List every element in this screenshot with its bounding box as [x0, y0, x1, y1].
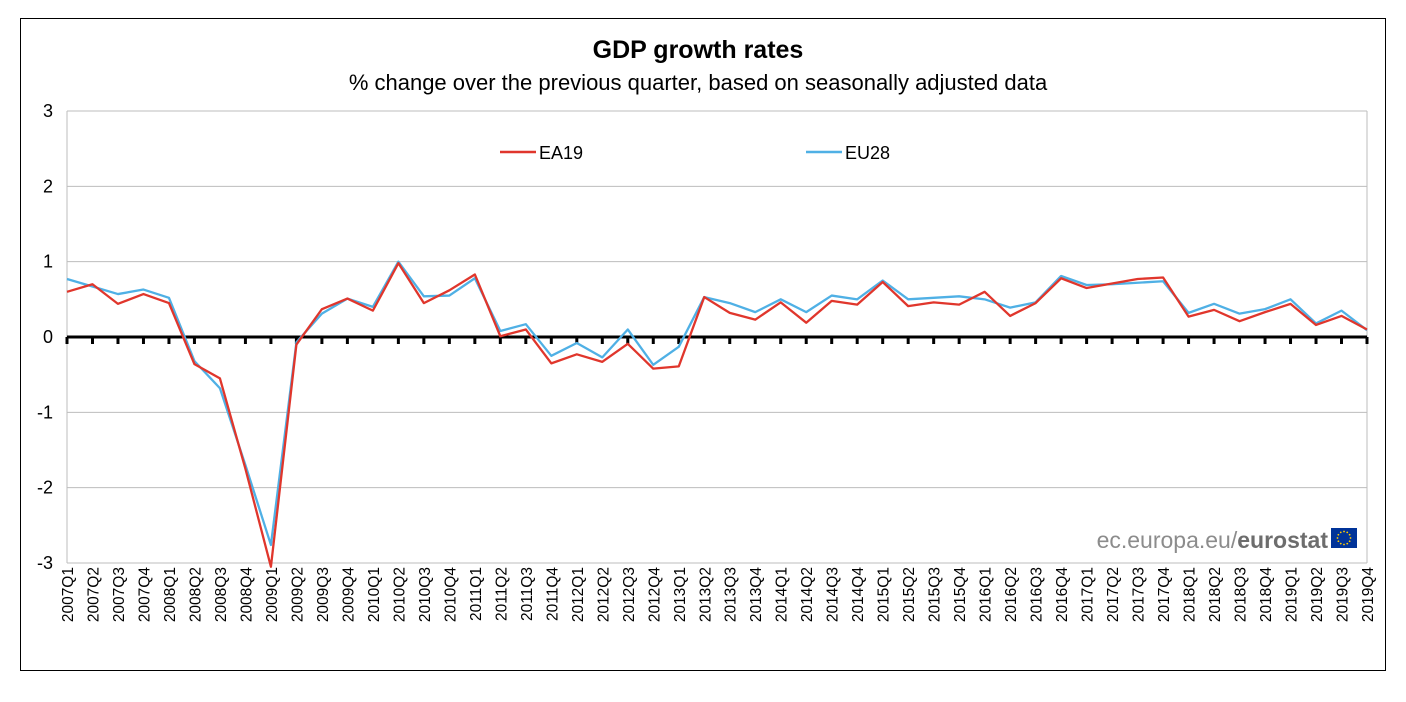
x-tick-label: 2016Q1 — [978, 567, 995, 622]
x-tick-label: 2011Q1 — [468, 567, 485, 621]
x-tick-label: 2012Q2 — [595, 567, 612, 622]
x-tick-label: 2007Q1 — [60, 567, 77, 622]
x-tick-label: 2013Q2 — [697, 567, 714, 622]
y-tick-label: -2 — [37, 478, 53, 498]
flag-star — [1336, 537, 1339, 539]
flag-star — [1346, 531, 1349, 534]
x-tick-label: 2017Q3 — [1131, 567, 1148, 622]
x-tick-label: 2014Q2 — [799, 567, 816, 622]
x-tick-label: 2010Q4 — [442, 567, 459, 623]
series-line-eu28 — [66, 260, 1368, 547]
x-tick-label: 2017Q2 — [1105, 567, 1122, 622]
flag-star — [1337, 533, 1340, 536]
brand-name: eurostat — [1237, 527, 1328, 553]
flag-star — [1348, 540, 1351, 543]
x-tick-label: 2019Q4 — [1360, 567, 1377, 623]
x-tick-label: 2010Q2 — [391, 567, 408, 622]
gdp-line-chart: GDP growth rates % change over the previ… — [37, 36, 1377, 623]
eu-flag-icon — [1331, 528, 1357, 548]
flag-star — [1339, 542, 1342, 545]
x-tick-label: 2009Q4 — [340, 567, 357, 623]
eurostat-branding: ec.europa.eu/eurostat — [1097, 527, 1357, 553]
legend: EA19 EU28 — [500, 143, 890, 163]
x-tick-label: 2019Q3 — [1335, 567, 1352, 622]
x-tick-label: 2011Q2 — [493, 567, 510, 621]
brand-site: ec.europa.eu/ — [1097, 527, 1238, 553]
x-tick-label: 2015Q2 — [901, 567, 918, 622]
y-axis-ticks: 3 2 1 0 -1 -2 -3 — [37, 101, 53, 573]
legend-label-ea19: EA19 — [539, 143, 583, 163]
x-tick-label: 2016Q3 — [1029, 567, 1046, 622]
x-tick-label: 2018Q2 — [1207, 567, 1224, 622]
x-tick-label: 2019Q1 — [1284, 567, 1301, 622]
x-tick-label: 2013Q1 — [672, 567, 689, 622]
x-tick-label: 2014Q4 — [850, 567, 867, 623]
x-tick-label: 2009Q1 — [264, 567, 281, 622]
series-lines — [66, 260, 1368, 568]
x-tick-label: 2012Q4 — [646, 567, 663, 623]
x-tick-label: 2011Q3 — [519, 567, 536, 621]
x-tick-label: 2017Q4 — [1156, 567, 1173, 623]
y-tick-label: 1 — [43, 252, 53, 272]
x-tick-label: 2018Q3 — [1233, 567, 1250, 622]
chart-subtitle: % change over the previous quarter, base… — [349, 70, 1048, 95]
flag-star — [1343, 543, 1345, 546]
x-tick-label: 2010Q1 — [366, 567, 383, 622]
x-tick-label: 2018Q4 — [1258, 567, 1275, 623]
flag-star — [1343, 530, 1345, 533]
x-tick-label: 2018Q1 — [1182, 567, 1199, 622]
flag-star — [1337, 540, 1340, 543]
x-tick-label: 2017Q1 — [1080, 567, 1097, 622]
x-tick-label: 2008Q2 — [187, 567, 204, 622]
y-tick-label: 3 — [43, 101, 53, 121]
x-tick-label: 2011Q4 — [544, 567, 561, 621]
x-tick-label: 2009Q3 — [315, 567, 332, 622]
x-tick-label: 2010Q3 — [417, 567, 434, 622]
legend-item-eu28: EU28 — [806, 143, 890, 163]
x-tick-label: 2016Q4 — [1054, 567, 1071, 623]
chart-frame: GDP growth rates % change over the previ… — [20, 18, 1386, 671]
x-tick-label: 2008Q1 — [162, 567, 179, 622]
x-tick-label: 2014Q1 — [774, 567, 791, 622]
x-tick-label: 2007Q3 — [111, 567, 128, 622]
y-tick-label: 2 — [43, 176, 53, 196]
gridlines — [66, 110, 1368, 564]
x-tick-label: 2008Q4 — [238, 567, 255, 623]
x-tick-label: 2019Q2 — [1309, 567, 1326, 622]
y-tick-label: 0 — [43, 327, 53, 347]
x-tick-label: 2008Q3 — [213, 567, 230, 622]
x-tick-label: 2015Q1 — [876, 567, 893, 622]
x-tick-label: 2016Q2 — [1003, 567, 1020, 622]
x-axis-ticks: 2007Q1 2007Q2 2007Q3 2007Q4 2008Q1 2008Q2 2008… — [60, 567, 1377, 623]
flag-star — [1349, 537, 1352, 539]
x-tick-label: 2012Q1 — [570, 567, 587, 622]
flag-star — [1339, 531, 1342, 534]
x-tick-label: 2009Q2 — [289, 567, 306, 622]
y-tick-label: -3 — [37, 553, 53, 573]
series-line-ea19 — [66, 262, 1368, 568]
chart-title: GDP growth rates — [593, 36, 804, 64]
x-tick-label: 2007Q2 — [85, 567, 102, 622]
flag-star — [1346, 542, 1349, 545]
x-tick-label: 2013Q3 — [723, 567, 740, 622]
x-tick-label: 2007Q4 — [136, 567, 153, 623]
zero-axis — [65, 335, 1369, 344]
flag-star — [1348, 533, 1351, 536]
x-tick-label: 2015Q4 — [952, 567, 969, 623]
legend-item-ea19: EA19 — [500, 143, 583, 163]
x-tick-label: 2012Q3 — [621, 567, 638, 622]
x-tick-label: 2013Q4 — [748, 567, 765, 623]
x-tick-label: 2015Q3 — [927, 567, 944, 622]
x-tick-label: 2014Q3 — [825, 567, 842, 622]
legend-label-eu28: EU28 — [845, 143, 890, 163]
y-tick-label: -1 — [37, 402, 53, 422]
eurostat-logo-text: ec.europa.eu/eurostat — [1097, 527, 1329, 553]
